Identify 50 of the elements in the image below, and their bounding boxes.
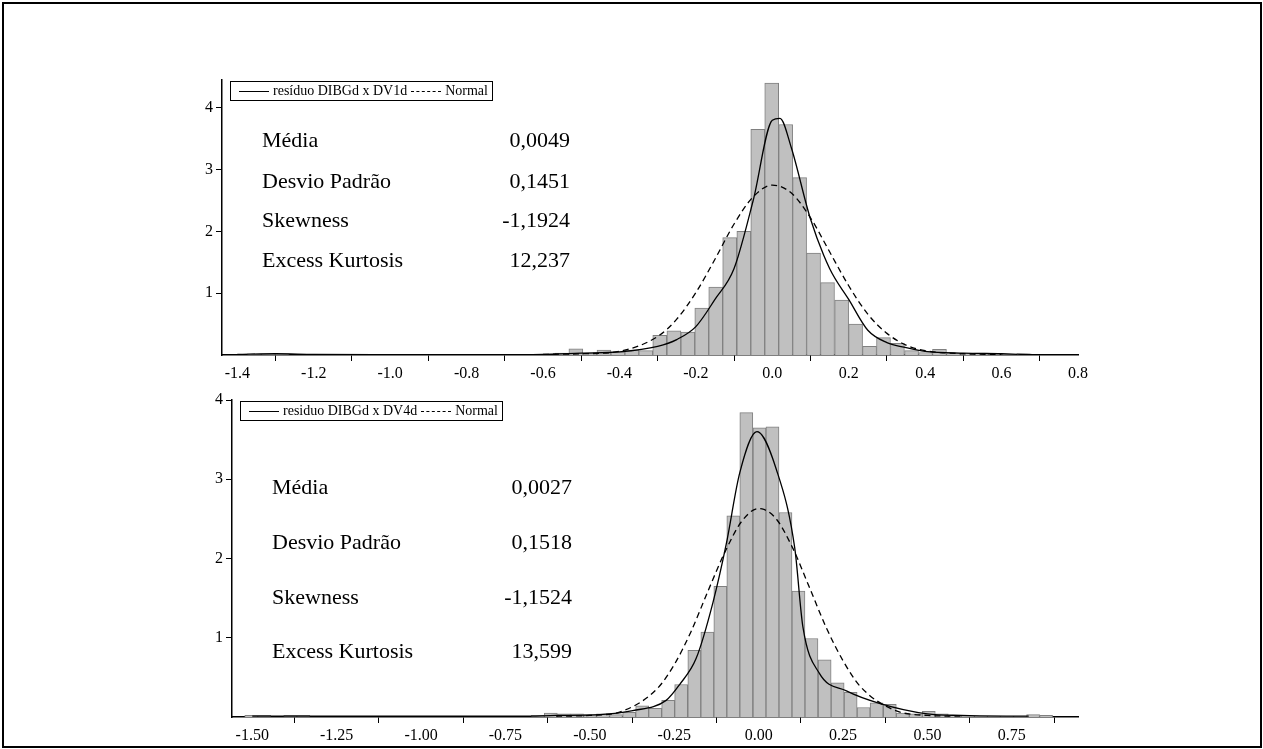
y-tick-label: 1 [205,283,213,301]
annotation: 0,1451 [509,167,570,194]
annotation: -1,1524 [504,583,572,610]
x-tick-label: -0.50 [573,725,607,743]
x-tick-label: -0.6 [530,363,556,381]
x-tick-label: 0.6 [991,363,1012,381]
x-tick-label: 0.8 [1068,363,1088,381]
annotation: 0,1518 [511,528,572,555]
annotation: Média [262,126,319,153]
x-tick-label: 0.25 [829,725,858,743]
legend-label: residuo DIBGd x DV4d [283,403,418,419]
y-tick-label: 3 [215,469,223,487]
x-tick-label: -0.25 [657,725,691,743]
x-tick-label: 0.75 [997,725,1026,743]
legend-label: resíduo DIBGd x DV1d [273,83,408,99]
legend-label: Normal [445,83,488,99]
annotation: Excess Kurtosis [262,246,404,273]
annotation: Skewness [262,207,349,234]
annotation: 13,599 [511,638,572,665]
annotation: -1,1924 [502,207,570,234]
x-tick-label: 0.2 [838,363,859,381]
x-tick-label: -1.00 [404,725,438,743]
annotation: Excess Kurtosis [272,638,414,665]
x-tick-label: -1.25 [319,725,354,743]
y-tick-label: 1 [215,627,223,645]
x-tick-label: -1.2 [301,363,327,381]
y-tick-label: 3 [205,159,213,177]
annotation: 0,0049 [509,126,570,153]
annotation: 12,237 [509,246,570,273]
y-tick-label: 4 [205,98,213,116]
x-tick-label: -0.2 [683,363,709,381]
annotation: Média [272,474,329,501]
x-tick-label: -1.0 [377,363,403,381]
y-tick-label: 2 [205,221,213,239]
x-tick-label: -0.75 [488,725,523,743]
annotation: 0,0027 [511,474,572,501]
x-tick-label: 0.50 [913,725,942,743]
legend-label: Normal [455,403,498,419]
x-tick-label: 0.4 [915,363,936,381]
x-tick-label: -1.4 [224,363,250,381]
x-tick-label: -0.4 [606,363,633,381]
y-tick-label: 2 [215,548,223,566]
x-tick-label: -1.50 [235,725,269,743]
annotation: Desvio Padrão [262,167,391,194]
annotation: Skewness [272,583,359,610]
annotation: Desvio Padrão [272,528,401,555]
x-tick-label: 0.0 [762,363,783,381]
y-tick-label: 4 [215,390,223,408]
x-tick-label: -0.8 [453,363,480,381]
x-tick-label: 0.00 [744,725,773,743]
